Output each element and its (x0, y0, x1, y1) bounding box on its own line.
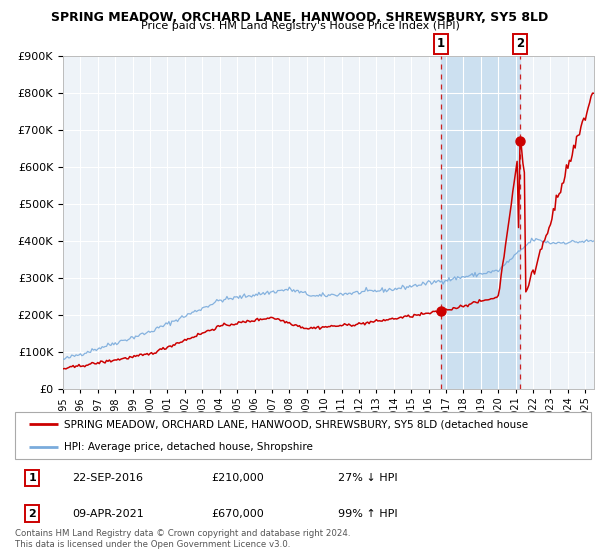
Text: 2: 2 (516, 38, 524, 50)
Text: 1: 1 (437, 38, 445, 50)
Text: 09-APR-2021: 09-APR-2021 (73, 508, 145, 519)
Text: 1: 1 (28, 473, 36, 483)
Text: Price paid vs. HM Land Registry's House Price Index (HPI): Price paid vs. HM Land Registry's House … (140, 21, 460, 31)
Bar (441, 56, 520, 389)
Text: SPRING MEADOW, ORCHARD LANE, HANWOOD, SHREWSBURY, SY5 8LD (detached house: SPRING MEADOW, ORCHARD LANE, HANWOOD, SH… (64, 419, 528, 430)
Text: 2: 2 (28, 508, 36, 519)
Text: Contains HM Land Registry data © Crown copyright and database right 2024.
This d: Contains HM Land Registry data © Crown c… (15, 529, 350, 549)
Text: 22-SEP-2016: 22-SEP-2016 (73, 473, 143, 483)
Text: HPI: Average price, detached house, Shropshire: HPI: Average price, detached house, Shro… (64, 442, 313, 452)
Text: £670,000: £670,000 (211, 508, 263, 519)
Text: 99% ↑ HPI: 99% ↑ HPI (338, 508, 397, 519)
Text: SPRING MEADOW, ORCHARD LANE, HANWOOD, SHREWSBURY, SY5 8LD: SPRING MEADOW, ORCHARD LANE, HANWOOD, SH… (52, 11, 548, 24)
Text: 27% ↓ HPI: 27% ↓ HPI (338, 473, 397, 483)
Text: £210,000: £210,000 (211, 473, 263, 483)
FancyBboxPatch shape (15, 412, 591, 459)
